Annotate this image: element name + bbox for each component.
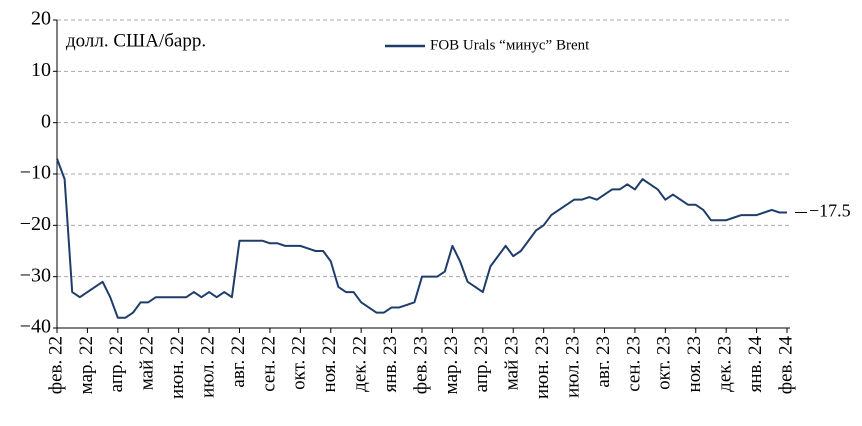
y-tick-label: −30 <box>20 264 51 286</box>
x-tick-label: янв. 23 <box>380 336 401 392</box>
x-tick-label: дек. 23 <box>715 336 736 392</box>
y-tick-label: −20 <box>20 213 51 235</box>
legend-label: FOB Urals “минус” Brent <box>430 37 590 53</box>
y-tick-label: −40 <box>20 316 51 338</box>
end-label: −17.5 <box>809 201 851 221</box>
x-tick-label: апр. 22 <box>106 336 127 392</box>
y-tick-label: 20 <box>31 8 51 30</box>
x-tick-label: апр. 23 <box>471 336 492 392</box>
y-tick-label: 0 <box>41 110 51 132</box>
x-tick-label: фев. 23 <box>410 336 431 394</box>
x-tick-label: дек. 22 <box>350 336 371 392</box>
x-tick-label: авг. 22 <box>228 336 249 388</box>
x-tick-label: окт. 23 <box>654 336 675 390</box>
x-tick-label: сен. 22 <box>258 336 279 392</box>
x-tick-label: фев. 22 <box>45 336 66 394</box>
x-tick-label: авг. 23 <box>593 336 614 388</box>
series-line <box>56 158 787 319</box>
x-tick-label: май 22 <box>137 336 158 390</box>
x-tick-label: окт. 22 <box>289 336 310 390</box>
x-tick-label: фев. 24 <box>775 336 796 395</box>
x-tick-label: янв. 24 <box>745 336 766 393</box>
x-tick-label: июл. 22 <box>197 336 218 398</box>
x-tick-label: мар. 23 <box>441 336 462 394</box>
y-axis-unit: долл. США/барр. <box>66 30 206 51</box>
x-tick-label: ноя. 23 <box>684 336 705 393</box>
x-tick-label: мар. 22 <box>76 336 97 394</box>
y-tick-label: 10 <box>31 59 51 81</box>
x-tick-label: июн. 23 <box>532 336 553 399</box>
y-tick-label: −10 <box>20 162 51 184</box>
x-tick-label: май 23 <box>502 336 523 390</box>
x-tick-label: сен. 23 <box>623 336 644 392</box>
x-tick-label: июл. 23 <box>562 336 583 398</box>
x-tick-label: ноя. 22 <box>319 336 340 393</box>
x-tick-label: июн. 22 <box>167 336 188 399</box>
